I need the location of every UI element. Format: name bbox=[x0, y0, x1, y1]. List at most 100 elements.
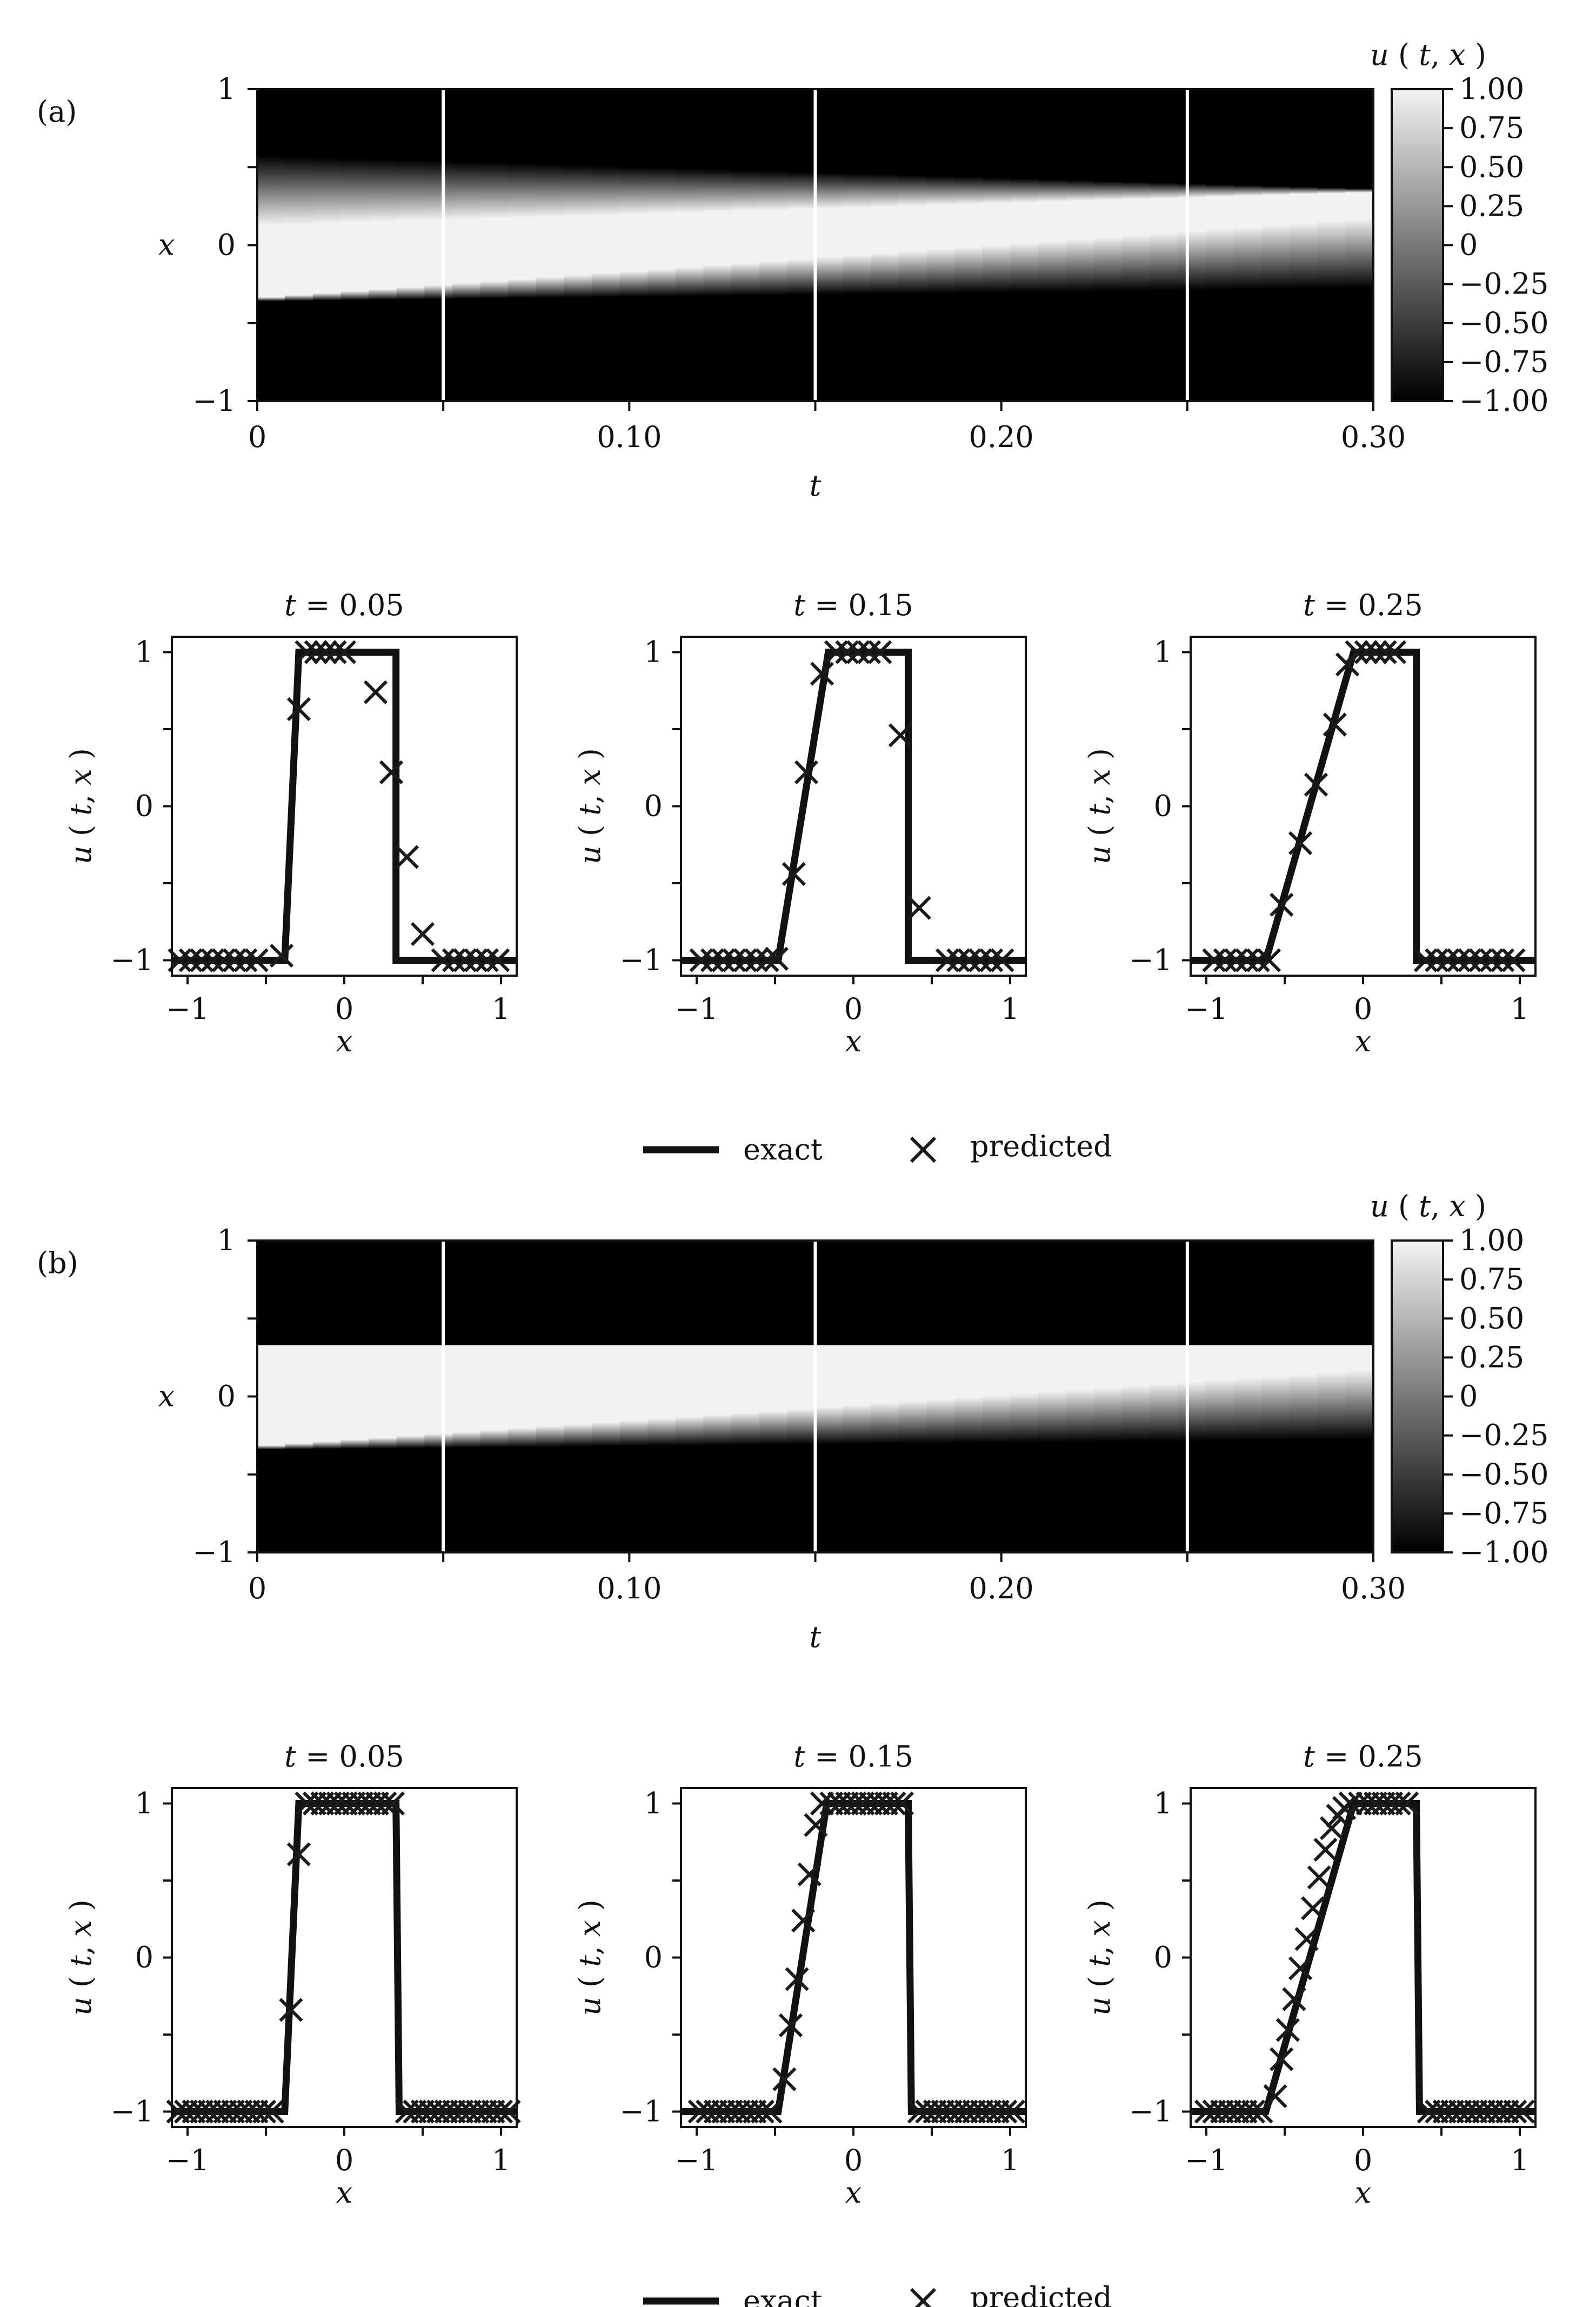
heatmap-band-segment bbox=[1010, 1345, 1039, 1443]
heatmap-band-segment bbox=[285, 156, 313, 301]
predicted-point bbox=[379, 760, 404, 784]
predicted-point bbox=[410, 922, 435, 946]
predicted-point bbox=[1263, 2084, 1287, 2109]
heatmap-band-segment bbox=[1010, 178, 1039, 292]
predicted-point bbox=[332, 640, 357, 664]
heatmap-band-segment bbox=[703, 1345, 732, 1445]
predicted-point bbox=[758, 2099, 783, 2124]
heatmap-band-segment bbox=[675, 168, 704, 296]
predicted-point bbox=[201, 948, 225, 972]
predicted-point bbox=[178, 948, 203, 972]
predicted-point bbox=[1304, 772, 1328, 797]
heatmap-band-segment bbox=[843, 173, 872, 295]
panel-label: (a) bbox=[37, 95, 77, 129]
predicted-point bbox=[1490, 948, 1515, 972]
x-tick-label: 0.30 bbox=[1341, 1571, 1406, 1605]
predicted-point bbox=[810, 662, 834, 686]
y-axis-label: u ( t, x ) bbox=[1083, 1899, 1117, 2016]
exact-line bbox=[681, 1800, 1026, 2115]
predicted-point bbox=[1313, 1837, 1338, 1862]
predicted-point bbox=[700, 948, 725, 972]
heatmap-band-segment bbox=[257, 156, 286, 302]
predicted-point bbox=[1294, 1927, 1319, 1951]
y-tick-label: 0 bbox=[644, 1941, 663, 1975]
heatmap-band-segment bbox=[564, 165, 592, 298]
x-axis-label: x bbox=[336, 2176, 352, 2210]
predicted-point bbox=[269, 943, 294, 968]
colorbar-tick-label: 0.25 bbox=[1459, 1340, 1524, 1374]
heatmap-band-segment bbox=[675, 1345, 704, 1446]
predicted-point bbox=[233, 948, 258, 972]
x-tick-label: 0 bbox=[248, 420, 266, 454]
predicted-point bbox=[1241, 2099, 1266, 2124]
x-axis-label: t bbox=[810, 1620, 822, 1654]
heatmap-band-segment bbox=[926, 1345, 956, 1444]
predicted-point bbox=[890, 1791, 914, 1816]
heatmap-band-segment bbox=[340, 1345, 369, 1449]
heatmap-band-segment bbox=[731, 1345, 760, 1445]
x-axis-label: x bbox=[845, 2176, 862, 2210]
colorbar-tick-label: −1.00 bbox=[1459, 384, 1548, 418]
slice-subplot: t = 0.25 −1 0 1 −1 0 1 x u ( t, x ) bbox=[1083, 1739, 1537, 2210]
predicted-point bbox=[1364, 640, 1388, 664]
heatmap-band-segment bbox=[1066, 1345, 1095, 1442]
predicted-point bbox=[968, 948, 993, 972]
x-tick-label: 1 bbox=[492, 2143, 510, 2177]
colorbar-tick-label: 0.50 bbox=[1459, 150, 1524, 184]
heatmap-band-segment bbox=[285, 1345, 313, 1449]
heatmap-panel: (a) 0 0.10 0.20 0.30 t −1 0 1 x 1.00 0.75 0.50 0.25 0 −… bbox=[37, 38, 1548, 503]
predicted-point bbox=[260, 2099, 284, 2124]
heatmap-band-segment bbox=[898, 175, 927, 294]
x-tick-label: 0.10 bbox=[597, 1571, 662, 1605]
heatmap-band-segment bbox=[1317, 1345, 1346, 1440]
y-tick-label: 1 bbox=[1154, 635, 1172, 669]
exact-line bbox=[681, 649, 1026, 964]
predicted-point bbox=[279, 1998, 303, 2022]
predicted-point bbox=[1373, 640, 1397, 664]
predicted-markers bbox=[166, 1791, 521, 2124]
y-tick-label: 0 bbox=[135, 789, 153, 823]
heatmap-band-segment bbox=[1094, 1345, 1123, 1442]
legend: exact predicted bbox=[643, 1129, 1112, 1166]
predicted-point bbox=[1301, 1896, 1325, 1921]
predicted-point bbox=[244, 948, 269, 972]
exact-line bbox=[172, 1800, 517, 2115]
heatmap-band-segment bbox=[480, 1345, 509, 1448]
heatmap-band-segment bbox=[1233, 185, 1262, 290]
predicted-point bbox=[431, 948, 455, 972]
panel-label: (b) bbox=[37, 1246, 78, 1280]
colorbar-tick-label: 0.25 bbox=[1459, 189, 1524, 223]
y-axis-label: u ( t, x ) bbox=[573, 748, 607, 864]
slice-subplots: t = 0.05 −1 0 1 −1 0 1 x u ( t, x ) t = 0.15 −1 0 1 −… bbox=[64, 1739, 1537, 2307]
x-axis-label: x bbox=[1355, 2176, 1371, 2210]
predicted-point bbox=[189, 948, 214, 972]
heatmap-band-segment bbox=[508, 163, 537, 298]
y-tick-label: −1 bbox=[1129, 2095, 1172, 2129]
heatmap-band-segment bbox=[1094, 181, 1123, 291]
predicted-point bbox=[846, 640, 870, 664]
x-tick-label: 1 bbox=[1001, 2143, 1019, 2177]
colorbar-tick-label: −0.50 bbox=[1459, 1457, 1548, 1491]
heatmap-band-segment bbox=[1317, 188, 1346, 289]
predicted-markers bbox=[687, 1791, 1025, 2124]
heatmap-band-segment bbox=[982, 1345, 1011, 1443]
predicted-point bbox=[835, 640, 859, 664]
predicted-point bbox=[907, 896, 931, 920]
slice-subplot: t = 0.05 −1 0 1 −1 0 1 x u ( t, x ) bbox=[64, 1739, 521, 2210]
x-tick-label: −1 bbox=[166, 992, 209, 1026]
predicted-point bbox=[1270, 892, 1294, 917]
predicted-point bbox=[857, 640, 882, 664]
slice-subplot: t = 0.05 −1 0 1 −1 0 1 x u ( t, x ) bbox=[64, 588, 518, 1058]
colorbar-label: u ( t, x ) bbox=[1370, 1189, 1486, 1223]
predicted-point bbox=[772, 2067, 797, 2091]
y-tick-label: −1 bbox=[110, 943, 153, 977]
heatmap-band-segment bbox=[312, 157, 342, 301]
predicted-point bbox=[1288, 831, 1313, 856]
heatmap-band-segment bbox=[536, 1345, 565, 1447]
y-tick-label: 1 bbox=[135, 635, 153, 669]
y-tick-label: 1 bbox=[135, 1786, 153, 1821]
heatmap-band-segment bbox=[787, 1345, 816, 1445]
heatmap-band-segment bbox=[619, 166, 649, 297]
colorbar-tick-label: −0.75 bbox=[1459, 1496, 1548, 1530]
